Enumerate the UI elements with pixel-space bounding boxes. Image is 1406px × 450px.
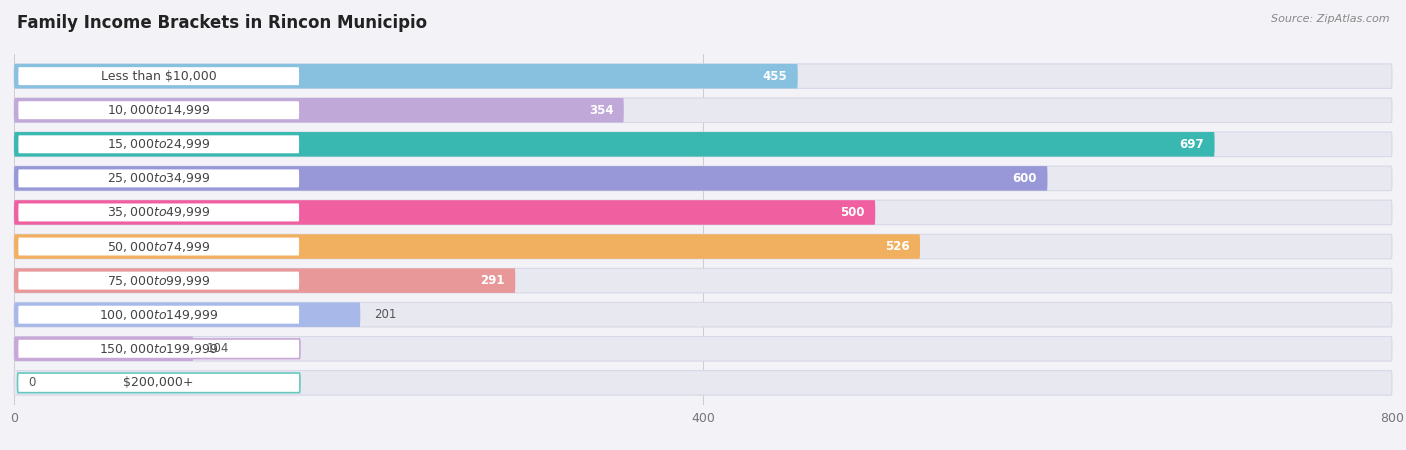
Text: $15,000 to $24,999: $15,000 to $24,999 bbox=[107, 137, 211, 151]
FancyBboxPatch shape bbox=[17, 339, 299, 359]
Text: $75,000 to $99,999: $75,000 to $99,999 bbox=[107, 274, 211, 288]
FancyBboxPatch shape bbox=[14, 166, 1392, 191]
Text: $35,000 to $49,999: $35,000 to $49,999 bbox=[107, 206, 211, 220]
Text: 0: 0 bbox=[28, 376, 35, 389]
FancyBboxPatch shape bbox=[14, 302, 1392, 327]
Text: 201: 201 bbox=[374, 308, 396, 321]
FancyBboxPatch shape bbox=[17, 202, 299, 222]
FancyBboxPatch shape bbox=[14, 64, 797, 88]
FancyBboxPatch shape bbox=[14, 132, 1392, 157]
Text: 291: 291 bbox=[481, 274, 505, 287]
Text: Less than $10,000: Less than $10,000 bbox=[101, 70, 217, 83]
Text: $100,000 to $149,999: $100,000 to $149,999 bbox=[98, 308, 218, 322]
Text: $150,000 to $199,999: $150,000 to $199,999 bbox=[98, 342, 218, 356]
Text: Source: ZipAtlas.com: Source: ZipAtlas.com bbox=[1271, 14, 1389, 23]
FancyBboxPatch shape bbox=[17, 66, 299, 86]
Text: $50,000 to $74,999: $50,000 to $74,999 bbox=[107, 239, 211, 253]
FancyBboxPatch shape bbox=[14, 234, 1392, 259]
Text: 354: 354 bbox=[589, 104, 613, 117]
FancyBboxPatch shape bbox=[14, 337, 193, 361]
FancyBboxPatch shape bbox=[14, 371, 1392, 395]
FancyBboxPatch shape bbox=[14, 200, 876, 225]
FancyBboxPatch shape bbox=[14, 64, 1392, 88]
Text: 455: 455 bbox=[762, 70, 787, 83]
FancyBboxPatch shape bbox=[14, 302, 360, 327]
FancyBboxPatch shape bbox=[17, 100, 299, 120]
Text: 500: 500 bbox=[841, 206, 865, 219]
Text: 104: 104 bbox=[207, 342, 229, 355]
FancyBboxPatch shape bbox=[17, 305, 299, 324]
Text: 526: 526 bbox=[884, 240, 910, 253]
FancyBboxPatch shape bbox=[14, 200, 1392, 225]
FancyBboxPatch shape bbox=[14, 166, 1047, 191]
FancyBboxPatch shape bbox=[14, 268, 1392, 293]
FancyBboxPatch shape bbox=[17, 169, 299, 188]
Text: 697: 697 bbox=[1180, 138, 1204, 151]
Text: $25,000 to $34,999: $25,000 to $34,999 bbox=[107, 171, 211, 185]
FancyBboxPatch shape bbox=[14, 337, 1392, 361]
Text: Family Income Brackets in Rincon Municipio: Family Income Brackets in Rincon Municip… bbox=[17, 14, 427, 32]
FancyBboxPatch shape bbox=[14, 132, 1215, 157]
FancyBboxPatch shape bbox=[17, 271, 299, 290]
FancyBboxPatch shape bbox=[14, 98, 1392, 122]
Text: 600: 600 bbox=[1012, 172, 1038, 185]
Text: $200,000+: $200,000+ bbox=[124, 376, 194, 389]
FancyBboxPatch shape bbox=[14, 98, 624, 122]
FancyBboxPatch shape bbox=[17, 135, 299, 154]
Text: $10,000 to $14,999: $10,000 to $14,999 bbox=[107, 103, 211, 117]
FancyBboxPatch shape bbox=[14, 268, 515, 293]
FancyBboxPatch shape bbox=[17, 237, 299, 256]
FancyBboxPatch shape bbox=[17, 373, 299, 393]
FancyBboxPatch shape bbox=[14, 234, 920, 259]
